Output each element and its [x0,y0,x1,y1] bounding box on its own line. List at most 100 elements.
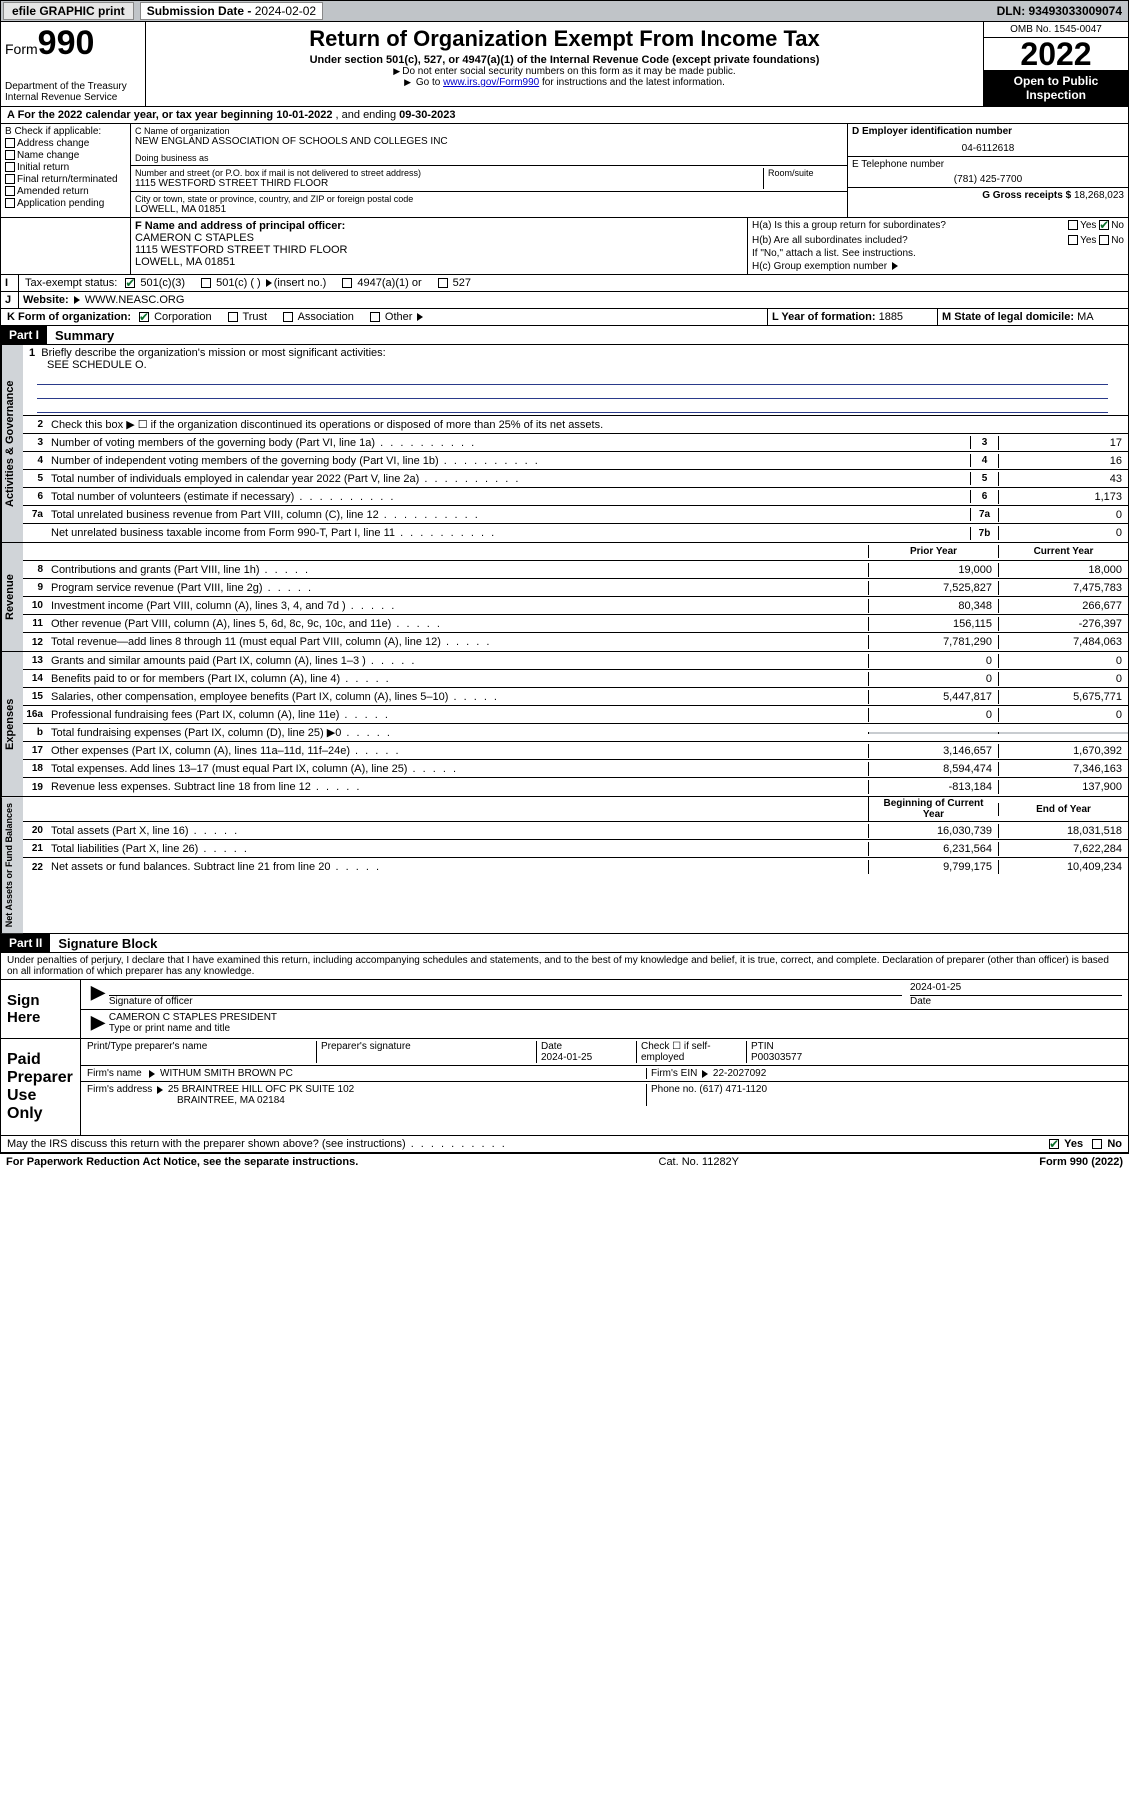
part2-header: Part II Signature Block [0,934,1129,953]
cb-trust[interactable] [228,312,238,322]
footer-mid: Cat. No. 11282Y [358,1156,1039,1168]
ha-no[interactable] [1099,220,1109,230]
cb-501c[interactable] [201,278,211,288]
hc-label: H(c) Group exemption number [752,261,887,272]
self-emp-label: Check ☐ if self-employed [637,1041,747,1063]
cb-assoc[interactable] [283,312,293,322]
addr-label: Number and street (or P.O. box if mail i… [135,168,763,178]
col-begin: Beginning of Current Year [868,797,998,821]
public-inspection: Open to Public Inspection [984,70,1128,106]
netassets-section: Net Assets or Fund Balances Beginning of… [0,797,1129,934]
firm-phone: (617) 471-1120 [699,1084,767,1095]
gov-line: Net unrelated business taxable income fr… [23,524,1128,542]
discuss-no[interactable] [1092,1139,1102,1149]
firm-name-label: Firm's name [87,1068,142,1079]
cb-other[interactable] [370,312,380,322]
e-label: E Telephone number [852,159,1124,170]
inst-pre: Go to [416,77,443,88]
prep-sig-label: Preparer's signature [317,1041,537,1063]
website: WWW.NEASC.ORG [85,294,185,306]
cb-address-change[interactable]: Address change [5,138,126,149]
exp-line: 17Other expenses (Part IX, column (A), l… [23,742,1128,760]
arrow-icon: ▶ [87,982,109,1007]
form-number: 990 [38,24,95,62]
section-c: C Name of organization NEW ENGLAND ASSOC… [131,124,848,217]
officer-addr2: LOWELL, MA 01851 [135,256,235,268]
dba-label: Doing business as [135,153,843,163]
gov-line: 4Number of independent voting members of… [23,452,1128,470]
ha-yes[interactable] [1068,220,1078,230]
hb-yes[interactable] [1068,235,1078,245]
org-city: LOWELL, MA 01851 [135,204,843,215]
name-title-label: Type or print name and title [109,1023,1122,1034]
org-info-block: B Check if applicable: Address change Na… [0,124,1129,218]
sig-officer-label: Signature of officer [109,996,902,1007]
cb-initial-return[interactable]: Initial return [5,162,126,173]
gov-line: 5Total number of individuals employed in… [23,470,1128,488]
dept-treasury: Department of the Treasury [5,81,141,92]
l-label: L Year of formation: [772,311,876,323]
date-label: Date [910,996,1122,1007]
f-label: F Name and address of principal officer: [135,220,345,232]
tab-revenue: Revenue [1,543,23,651]
form-title: Return of Organization Exempt From Incom… [152,26,977,52]
rev-line: 10Investment income (Part VIII, column (… [23,597,1128,615]
cb-4947[interactable] [342,278,352,288]
net-line: 20Total assets (Part X, line 16)16,030,7… [23,822,1128,840]
arrow-icon: ▶ [87,1012,109,1034]
part1-header: Part I Summary [0,326,1129,345]
instructions-link-line: Go to www.irs.gov/Form990 for instructio… [152,77,977,88]
cb-name-change[interactable]: Name change [5,150,126,161]
footer-right: Form 990 (2022) [1039,1156,1123,1168]
org-name: NEW ENGLAND ASSOCIATION OF SCHOOLS AND C… [135,136,843,147]
part2-bar: Part II [1,934,50,952]
top-toolbar: efile GRAPHIC print Submission Date - 20… [0,0,1129,22]
firm-ein: 22-2027092 [713,1068,766,1079]
part1-title: Summary [47,328,114,343]
cb-final-return[interactable]: Final return/terminated [5,174,126,185]
part1-bar: Part I [1,326,47,344]
rev-line: 12Total revenue—add lines 8 through 11 (… [23,633,1128,651]
paid-label: Paid Preparer Use Only [1,1039,81,1135]
exp-line: 18Total expenses. Add lines 13–17 (must … [23,760,1128,778]
cb-corp[interactable] [139,312,149,322]
ptin-label: PTIN [751,1041,774,1052]
prep-date: 2024-01-25 [541,1052,592,1063]
discuss-row: May the IRS discuss this return with the… [0,1136,1129,1153]
l2-text: Check this box ▶ ☐ if the organization d… [49,417,1128,432]
col-end: End of Year [998,803,1128,816]
tax-year-end: 09-30-2023 [399,109,455,121]
cb-amended[interactable]: Amended return [5,186,126,197]
section-b: B Check if applicable: Address change Na… [1,124,131,217]
rev-line: 9Program service revenue (Part VIII, lin… [23,579,1128,597]
hb-label: H(b) Are all subordinates included? [752,235,908,246]
footer-left: For Paperwork Reduction Act Notice, see … [6,1156,358,1168]
hb-no[interactable] [1099,235,1109,245]
cb-app-pending[interactable]: Application pending [5,198,126,209]
cb-527[interactable] [438,278,448,288]
exp-line: 15Salaries, other compensation, employee… [23,688,1128,706]
gov-line: 3Number of voting members of the governi… [23,434,1128,452]
j-label: Website: [23,294,69,306]
exp-line: 13Grants and similar amounts paid (Part … [23,652,1128,670]
d-label: D Employer identification number [852,126,1012,137]
col-prior: Prior Year [868,545,998,558]
tax-year-begin: 10-01-2022 [276,109,332,121]
discuss-yes[interactable] [1049,1139,1059,1149]
submission-date-label: Submission Date - [147,4,255,18]
firm-ein-label: Firm's EIN [651,1068,697,1079]
tab-netassets: Net Assets or Fund Balances [1,797,23,933]
tab-expenses: Expenses [1,652,23,796]
firm-addr2: BRAINTREE, MA 02184 [87,1095,285,1106]
l1-value: SEE SCHEDULE O. [29,359,147,371]
page-footer: For Paperwork Reduction Act Notice, see … [0,1153,1129,1170]
cb-501c3[interactable] [125,278,135,288]
g-label: G Gross receipts $ [982,190,1071,201]
gov-line: 7aTotal unrelated business revenue from … [23,506,1128,524]
ptin: P00303577 [751,1052,802,1063]
efile-print-button[interactable]: efile GRAPHIC print [3,2,134,20]
ha-label: H(a) Is this a group return for subordin… [752,220,946,231]
part2-title: Signature Block [50,936,157,951]
expenses-section: Expenses 13Grants and similar amounts pa… [0,652,1129,797]
instructions-link[interactable]: www.irs.gov/Form990 [443,77,539,88]
